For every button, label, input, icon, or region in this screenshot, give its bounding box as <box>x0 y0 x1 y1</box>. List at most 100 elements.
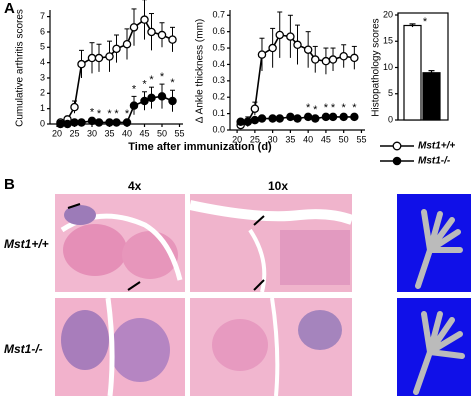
x-tick-label: 45 <box>139 128 149 138</box>
x-axis-label: Time after immunization (d) <box>128 141 272 153</box>
marker <box>328 55 338 64</box>
y-tick-label: 20 <box>383 9 393 19</box>
x-tick-label: 55 <box>356 134 366 144</box>
marker <box>168 35 177 44</box>
x-tick-label: 30 <box>268 134 278 144</box>
marker <box>87 116 97 126</box>
x-tick-label: 40 <box>122 128 132 138</box>
y-tick-label: 0.4 <box>212 59 225 69</box>
tissue <box>110 318 170 382</box>
marker <box>293 40 302 50</box>
y-tick-label: 3 <box>40 72 45 82</box>
marker <box>77 59 86 69</box>
marker <box>257 114 267 123</box>
column-label: 4x <box>128 179 142 193</box>
marker <box>122 39 132 49</box>
y-tick-label: 2 <box>40 88 45 98</box>
tissue <box>280 230 350 285</box>
marker <box>105 52 114 61</box>
marker <box>286 32 295 41</box>
significance: * <box>170 77 175 89</box>
marker <box>268 43 277 53</box>
marker <box>328 112 338 122</box>
marker <box>275 114 284 123</box>
significance: * <box>142 79 147 91</box>
x-tick-label: 25 <box>250 134 260 144</box>
marker <box>129 101 139 110</box>
significance: * <box>97 108 102 120</box>
x-tick-label: 35 <box>104 128 114 138</box>
marker <box>147 93 156 103</box>
marker <box>140 15 149 24</box>
panel-label: B <box>4 176 15 193</box>
marker <box>70 102 79 112</box>
y-tick-label: 0.6 <box>212 26 225 36</box>
tissue <box>63 224 127 276</box>
marker <box>87 53 97 63</box>
y-tick-label: 7 <box>40 11 45 21</box>
marker <box>339 112 348 122</box>
y-tick-label: 15 <box>383 36 393 46</box>
x-tick-label: 50 <box>157 128 167 138</box>
bone <box>415 209 463 289</box>
x-tick-label: 55 <box>174 128 184 138</box>
y-tick-label: 10 <box>383 62 393 72</box>
significance: * <box>306 102 311 114</box>
y-tick-label: 4 <box>40 57 45 67</box>
y-tick-label: 5 <box>40 42 45 52</box>
marker <box>311 114 320 123</box>
marker <box>350 112 359 122</box>
significance: * <box>324 102 329 114</box>
legend-label: Mst1-/- <box>418 156 451 167</box>
marker <box>168 96 177 106</box>
marker <box>311 55 320 64</box>
marker <box>321 112 331 122</box>
x-tick-label: 25 <box>69 128 79 138</box>
marker <box>286 112 295 122</box>
y-tick-label: 0.7 <box>212 10 225 20</box>
marker <box>268 114 277 123</box>
significance: * <box>342 102 347 114</box>
marker <box>105 118 114 127</box>
significance: * <box>90 106 95 118</box>
bar <box>403 24 422 121</box>
marker <box>303 45 313 54</box>
marker <box>303 112 313 122</box>
marker <box>129 23 139 32</box>
marker <box>321 56 331 66</box>
marker <box>77 118 86 127</box>
marker <box>339 52 348 61</box>
marker <box>257 50 267 59</box>
legend-label: Mst1+/+ <box>418 141 455 152</box>
marker <box>112 44 121 54</box>
significance: * <box>149 74 154 86</box>
marker <box>236 117 245 127</box>
tissue <box>298 310 342 350</box>
y-tick-label: 6 <box>40 26 45 36</box>
marker <box>293 114 302 123</box>
panel-label: A <box>4 0 15 17</box>
arrow <box>253 215 265 226</box>
x-tick-label: 45 <box>321 134 331 144</box>
joint-space <box>248 228 267 293</box>
legend-marker <box>392 156 402 166</box>
y-axis-label: Histopathology scores <box>371 18 382 116</box>
significance: * <box>352 102 357 114</box>
x-tick-label: 40 <box>303 134 313 144</box>
significance: * <box>331 102 336 114</box>
y-tick-label: 1 <box>40 103 45 113</box>
marker <box>122 118 132 127</box>
joint-space <box>105 297 115 397</box>
legend-marker <box>392 141 402 151</box>
marker <box>70 118 79 127</box>
marker <box>112 118 121 127</box>
marker <box>94 53 104 63</box>
y-tick-label: 0.3 <box>212 75 225 85</box>
significance: * <box>107 108 112 120</box>
marker <box>157 30 167 40</box>
row-label: Mst1-/- <box>4 342 43 356</box>
significance: * <box>160 71 165 83</box>
marker <box>63 119 72 129</box>
x-tick-label: 20 <box>232 134 242 144</box>
